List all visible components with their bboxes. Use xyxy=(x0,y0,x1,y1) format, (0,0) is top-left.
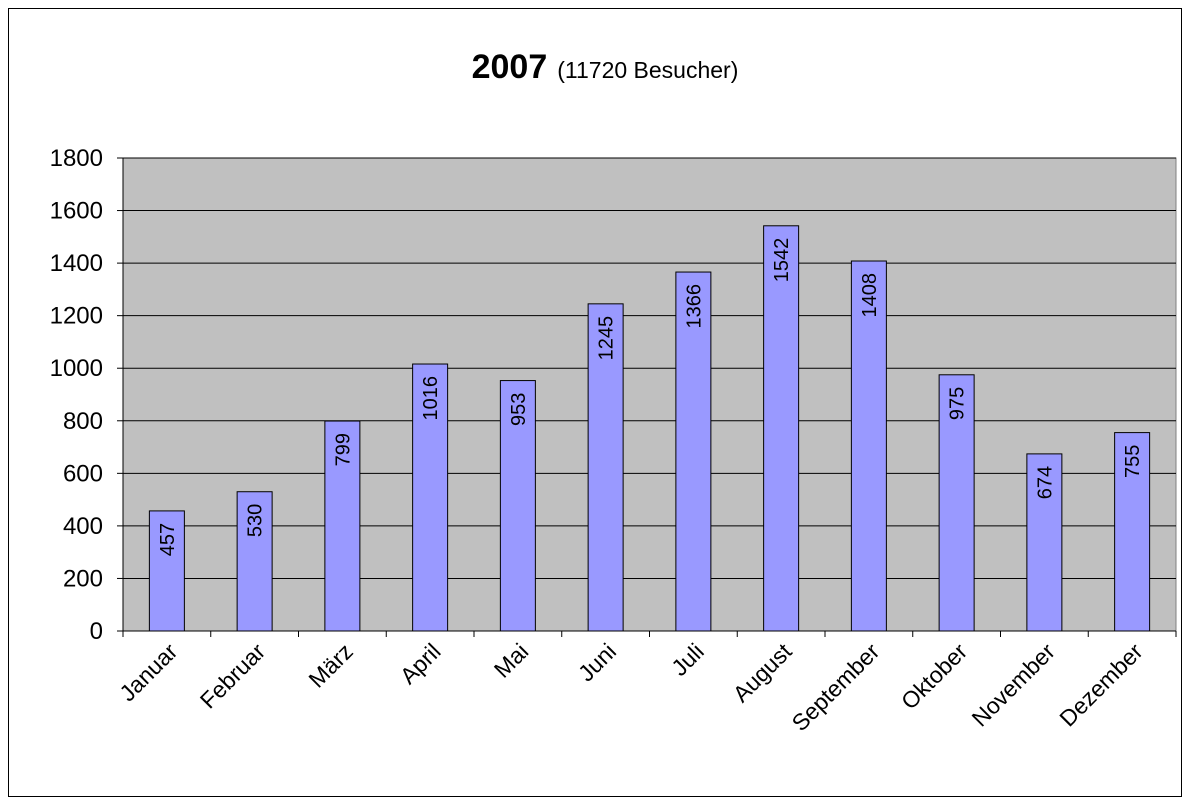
data-label: 1016 xyxy=(420,376,442,421)
y-tick-label: 1000 xyxy=(50,355,103,382)
y-tick-label: 800 xyxy=(63,408,103,435)
bar xyxy=(499,380,536,632)
y-tick-label: 1200 xyxy=(50,303,103,330)
y-tick-label: 1600 xyxy=(50,198,103,225)
y-tick-label: 1800 xyxy=(50,145,103,172)
data-label: 1542 xyxy=(771,238,793,283)
data-label: 755 xyxy=(1122,445,1144,478)
data-label: 530 xyxy=(245,504,267,537)
data-label: 457 xyxy=(157,523,179,556)
data-label: 975 xyxy=(947,387,969,420)
plot-area xyxy=(122,157,1177,632)
bar xyxy=(850,260,887,632)
y-tick-label: 400 xyxy=(63,513,103,540)
bar xyxy=(236,491,273,632)
bar xyxy=(1026,453,1063,632)
y-tick-label: 600 xyxy=(63,460,103,487)
y-tick-label: 1400 xyxy=(50,250,103,277)
bar xyxy=(587,303,624,632)
bar xyxy=(675,271,712,632)
data-label: 1245 xyxy=(596,316,618,361)
chart-heading: 2007 (11720 Besucher) xyxy=(472,48,739,86)
bar xyxy=(324,420,361,632)
bar xyxy=(938,374,975,632)
y-tick-label: 0 xyxy=(90,618,103,645)
data-label: 674 xyxy=(1034,466,1056,499)
chart-subtitle: (11720 Besucher) xyxy=(557,57,738,83)
data-label: 1366 xyxy=(683,284,705,329)
bar xyxy=(763,225,800,632)
y-tick-label: 200 xyxy=(63,565,103,592)
bar xyxy=(1114,432,1151,632)
chart-title: 2007 xyxy=(472,48,548,86)
data-label: 1408 xyxy=(859,273,881,318)
data-label: 953 xyxy=(508,393,530,426)
data-label: 799 xyxy=(332,433,354,466)
bar xyxy=(412,363,449,632)
bar xyxy=(148,510,185,632)
